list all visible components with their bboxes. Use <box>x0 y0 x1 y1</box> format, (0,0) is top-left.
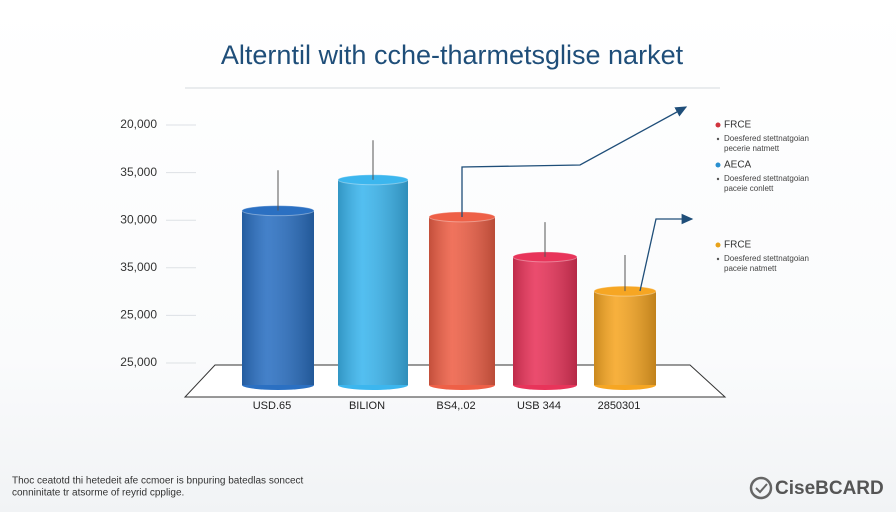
legend-description: Doesfered stettnatgoian <box>724 254 809 263</box>
legend-bullet <box>716 177 720 181</box>
y-tick-label: 30,000 <box>120 212 157 226</box>
x-tick-label: BILION <box>349 400 385 412</box>
bar-shade <box>338 179 408 385</box>
legend-description: paceie natmett <box>724 264 777 273</box>
y-tick-label: 25,000 <box>120 308 157 322</box>
y-tick-label: 20,000 <box>120 117 157 131</box>
y-tick-label: 35,000 <box>120 165 157 179</box>
legend-description: Doesfered stettnatgoian <box>724 134 809 143</box>
x-tick-label: 2850301 <box>598 400 641 412</box>
x-tick-label: BS4,.02 <box>436 400 475 412</box>
legend-swatch <box>715 242 721 248</box>
footnote: Thoc ceatotd thi hetedeit afe ccmoer is … <box>12 476 304 487</box>
footnote: conninitate tr atsorme of reyrid cpplige… <box>12 488 184 499</box>
brand: CiseBCARD <box>775 478 884 499</box>
y-tick-label: 25,000 <box>120 355 157 369</box>
bar-shade <box>242 210 314 385</box>
legend-description: paceie conlett <box>724 184 774 193</box>
legend-label: FRCE <box>724 240 752 251</box>
chart-title: Alterntil with cche-tharmetsglise narket <box>221 40 684 70</box>
legend-description: pecerie natmett <box>724 144 780 153</box>
legend-description: Doesfered stettnatgoian <box>724 174 809 183</box>
x-tick-label: USD.65 <box>253 400 292 412</box>
trend-arrow <box>461 106 688 217</box>
y-tick-label: 35,000 <box>120 260 157 274</box>
legend-label: FRCE <box>724 120 752 131</box>
x-tick-label: USB 344 <box>517 400 561 412</box>
legend-swatch <box>715 122 721 128</box>
legend-label: AECA <box>724 160 752 171</box>
legend-bullet <box>716 257 720 261</box>
legend-bullet <box>716 137 720 141</box>
bar-shade <box>594 291 656 385</box>
legend-swatch <box>715 162 721 168</box>
brand-logo: CiseBCARD <box>749 476 884 500</box>
trend-arrow <box>639 213 694 292</box>
bar-shade <box>429 216 495 385</box>
bar-shade <box>513 256 577 385</box>
plot: 20,000 35,000 30,000 35,000 25,000 25,000 USD.… <box>120 117 657 412</box>
